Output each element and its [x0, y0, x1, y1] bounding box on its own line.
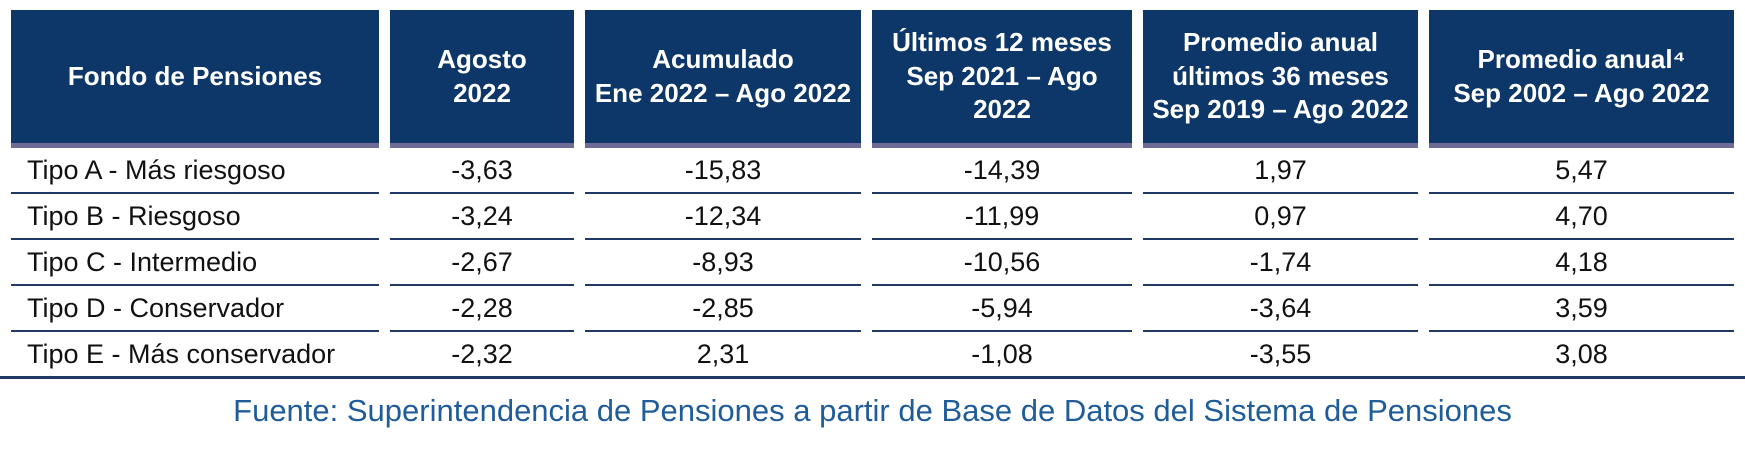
header-cell-promedio-36-meses: Promedio anual últimos 36 meses Sep 2019… [1143, 10, 1418, 148]
table-header: Fondo de Pensiones Agosto 2022 Acumulado… [11, 10, 1734, 148]
header-row: Fondo de Pensiones Agosto 2022 Acumulado… [11, 10, 1734, 148]
header-cell-agosto-2022: Agosto 2022 [390, 10, 574, 148]
value-cell: 5,47 [1429, 148, 1734, 194]
value-cell: -2,32 [390, 332, 574, 376]
value-cell: -5,94 [872, 286, 1132, 332]
value-cell: -10,56 [872, 240, 1132, 286]
value-cell: -2,85 [585, 286, 861, 332]
table-body: Tipo A - Más riesgoso -3,63 -15,83 -14,3… [11, 148, 1734, 376]
pension-returns-table: Fondo de Pensiones Agosto 2022 Acumulado… [0, 10, 1745, 379]
value-cell: -3,64 [1143, 286, 1418, 332]
value-cell: -2,67 [390, 240, 574, 286]
source-note: Fuente: Superintendencia de Pensiones a … [233, 393, 1512, 428]
table-row-tipo-b: Tipo B - Riesgoso -3,24 -12,34 -11,99 0,… [11, 194, 1734, 240]
table-row-tipo-c: Tipo C - Intermedio -2,67 -8,93 -10,56 -… [11, 240, 1734, 286]
value-cell: -3,55 [1143, 332, 1418, 376]
row-label-cell: Tipo C - Intermedio [11, 240, 379, 286]
value-cell: -14,39 [872, 148, 1132, 194]
table-row-tipo-a: Tipo A - Más riesgoso -3,63 -15,83 -14,3… [11, 148, 1734, 194]
value-cell: 1,97 [1143, 148, 1418, 194]
value-cell: -2,28 [390, 286, 574, 332]
header-cell-fondo-de-pensiones: Fondo de Pensiones [11, 10, 379, 148]
table-row-tipo-d: Tipo D - Conservador -2,28 -2,85 -5,94 -… [11, 286, 1734, 332]
value-cell: -15,83 [585, 148, 861, 194]
value-cell: -3,24 [390, 194, 574, 240]
value-cell: 3,08 [1429, 332, 1734, 376]
value-cell: -11,99 [872, 194, 1132, 240]
table-row-tipo-e: Tipo E - Más conservador -2,32 2,31 -1,0… [11, 332, 1734, 376]
value-cell: 4,18 [1429, 240, 1734, 286]
header-cell-ultimos-12-meses: Últimos 12 meses Sep 2021 – Ago 2022 [872, 10, 1132, 148]
header-cell-promedio-anual: Promedio anual⁴ Sep 2002 – Ago 2022 [1429, 10, 1734, 148]
value-cell: 0,97 [1143, 194, 1418, 240]
value-cell: -12,34 [585, 194, 861, 240]
value-cell: 2,31 [585, 332, 861, 376]
value-cell: -3,63 [390, 148, 574, 194]
header-cell-acumulado: Acumulado Ene 2022 – Ago 2022 [585, 10, 861, 148]
row-label-cell: Tipo D - Conservador [11, 286, 379, 332]
value-cell: -8,93 [585, 240, 861, 286]
value-cell: -1,74 [1143, 240, 1418, 286]
value-cell: -1,08 [872, 332, 1132, 376]
value-cell: 3,59 [1429, 286, 1734, 332]
row-label-cell: Tipo A - Más riesgoso [11, 148, 379, 194]
row-label-cell: Tipo B - Riesgoso [11, 194, 379, 240]
row-label-cell: Tipo E - Más conservador [11, 332, 379, 376]
value-cell: 4,70 [1429, 194, 1734, 240]
